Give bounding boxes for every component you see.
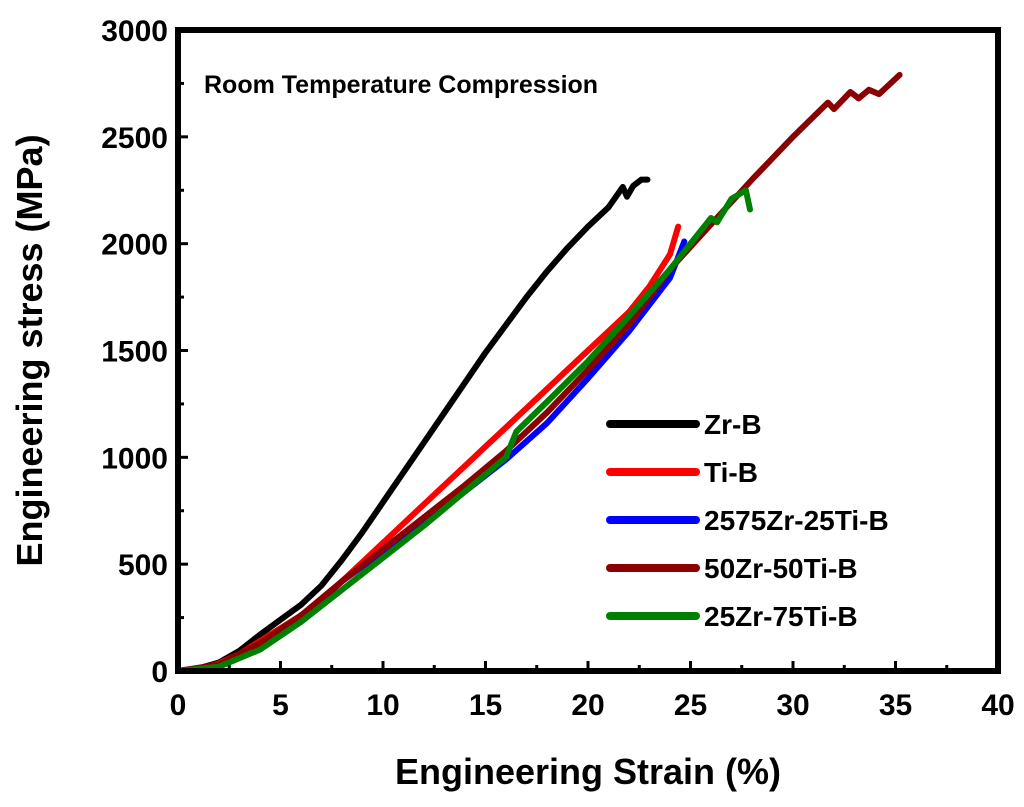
legend-label: 25Zr-75Ti-B	[704, 601, 858, 632]
x-tick-label: 20	[571, 689, 604, 722]
tick-layer: 0 5 10 15 20 25 30 35 40 0 500 1000 1500 2000 2500 3000	[101, 15, 1014, 722]
x-tick-label: 0	[170, 689, 187, 722]
series-line-2	[175, 223, 682, 674]
y-tick-label: 2500	[101, 122, 168, 155]
y-tick-label: 0	[151, 656, 168, 689]
legend-label: 50Zr-50Ti-B	[704, 553, 858, 584]
chart-annotation: Room Temperature Compression	[204, 71, 598, 99]
legend-label: 2575Zr-25Ti-B	[704, 505, 889, 536]
x-tick-label: 40	[981, 689, 1014, 722]
y-tick-label: 2000	[101, 229, 168, 262]
y-tick-label: 3000	[101, 15, 168, 48]
y-axis-title: Engineering stress (MPa)	[9, 134, 50, 566]
x-tick-label: 15	[469, 689, 502, 722]
legend: Zr-B Ti-B 2575Zr-25Ti-B 50Zr-50Ti-B 25Zr-75T…	[606, 409, 889, 632]
legend-label: Ti-B	[704, 457, 758, 488]
y-tick-label: 500	[118, 549, 168, 582]
legend-label: Zr-B	[704, 409, 762, 440]
series-line-4	[175, 71, 903, 674]
y-tick-label: 1500	[101, 336, 168, 369]
x-tick-label: 35	[879, 689, 912, 722]
x-tick-label: 25	[674, 689, 707, 722]
series-line-5	[175, 187, 753, 674]
series-line-3	[175, 238, 688, 674]
x-tick-label: 10	[366, 689, 399, 722]
series-layer	[175, 71, 903, 674]
x-tick-label: 5	[272, 689, 289, 722]
y-tick-label: 1000	[101, 442, 168, 475]
series-line-1	[175, 176, 651, 674]
x-tick-label: 30	[776, 689, 809, 722]
x-axis-title: Engineering Strain (%)	[395, 751, 781, 792]
